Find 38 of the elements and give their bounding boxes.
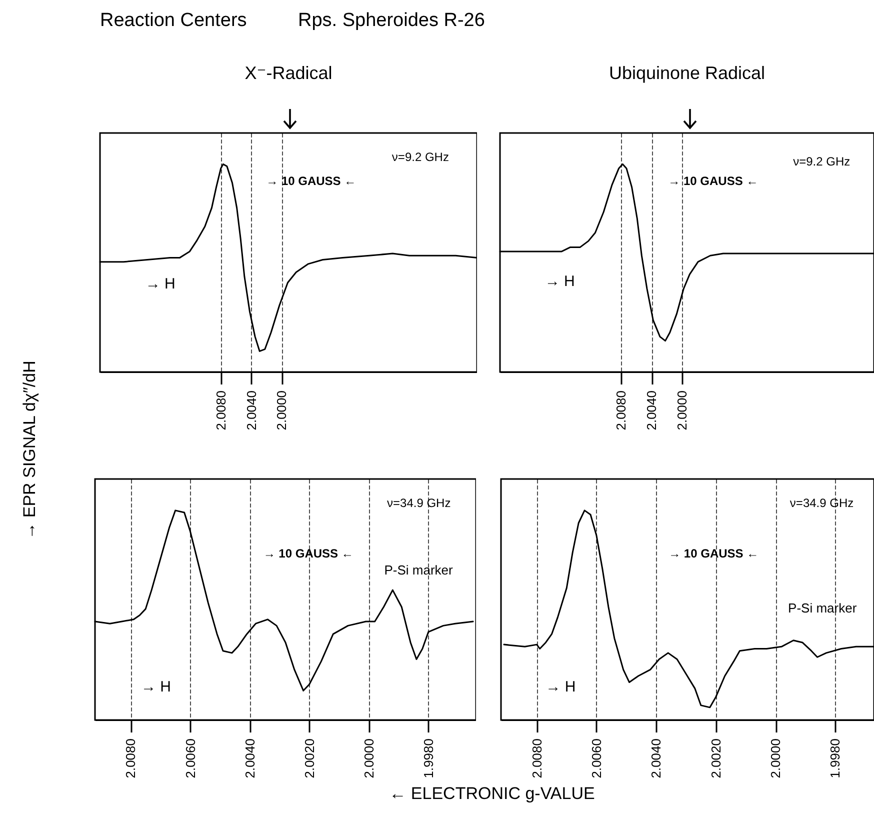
x-tick-label: 2.0080 <box>123 738 138 778</box>
x-tick-label: 2.0080 <box>529 738 544 778</box>
x-tick-label: 1.9980 <box>828 738 843 778</box>
text: Reaction Centers <box>100 10 247 32</box>
x-tick-label: 2.0020 <box>708 738 724 778</box>
annotation: → 10 GAUSS ← <box>266 174 356 188</box>
chart-title: Ubiquinone Radical <box>608 63 766 83</box>
annotation: → 10 GAUSS ← <box>263 546 354 561</box>
annotation: → 10 GAUSS ← <box>668 174 758 188</box>
x-tick-label: 2.0060 <box>588 738 604 778</box>
text: → EPR SIGNAL dχ″/dH <box>20 360 40 540</box>
annotation: → H <box>546 678 576 696</box>
x-tick-label: 2.0020 <box>302 738 317 778</box>
annotation: → H <box>145 276 176 293</box>
x-tick-label: 2.0000 <box>768 738 784 778</box>
x-tick-label: 2.0040 <box>244 390 259 430</box>
annotation: P-Si marker <box>788 600 858 616</box>
x-tick-label: 1.9980 <box>420 738 436 778</box>
text: ← ELECTRONIC g-VALUE <box>388 784 596 804</box>
text: ν=34.9 GHz <box>790 496 854 510</box>
x-tick-label: 2.0000 <box>361 738 376 778</box>
text: ν=34.9 GHz <box>387 496 451 510</box>
text: ν=9.2 GHz <box>392 150 449 164</box>
text: Rps. Spheroides R-26 <box>298 10 485 32</box>
x-tick-label: 2.0040 <box>242 738 258 778</box>
x-tick-label: 2.0040 <box>644 390 660 430</box>
annotation: ν=9.2 GHz <box>793 154 850 169</box>
x-tick-label: 2.0040 <box>648 738 664 778</box>
x-tick-label: 2.0000 <box>274 390 290 430</box>
x-tick-label: 2.0080 <box>213 390 228 430</box>
annotation: → 10 GAUSS ← <box>668 546 759 561</box>
x-tick-label: 2.0080 <box>614 390 629 430</box>
x-tick-label: 2.0060 <box>182 738 198 778</box>
annotation: → H <box>140 678 171 696</box>
chart-title: X⁻-Radical <box>244 63 332 83</box>
x-tick-label: 2.0000 <box>674 390 690 430</box>
annotation: → H <box>544 273 575 290</box>
annotation: P-Si marker <box>384 562 454 578</box>
